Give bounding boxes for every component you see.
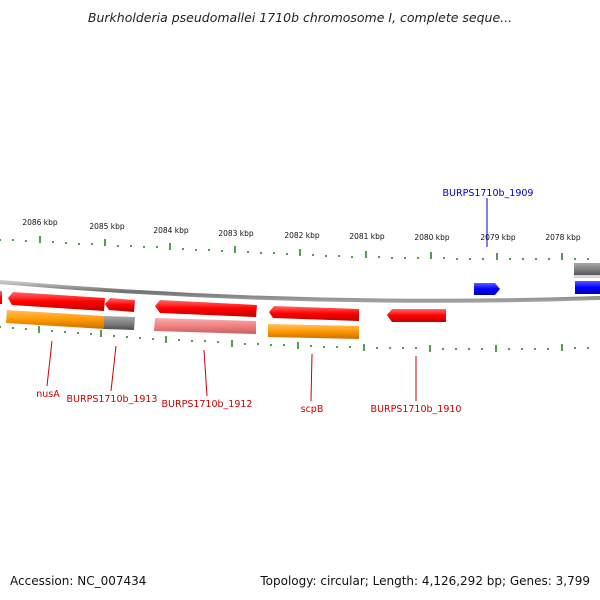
gene-burps1710b-1912[interactable] [155,300,257,317]
lower-tick-scale [0,326,589,352]
scale-label: 2086 kbp [22,218,58,227]
map-title: Burkholderia pseudomallei 1710b chromoso… [87,10,513,25]
gene-burps1710b-1910[interactable] [387,309,446,322]
label-leaders [46,198,488,402]
gene-burps1710b-1913[interactable] [105,298,135,312]
gene-label-burps1710b-1913[interactable]: BURPS1710b_1913 [67,394,158,405]
feature-orange-1[interactable] [6,310,104,329]
feature-gray-top-right[interactable] [574,263,600,276]
gene-label-nusA[interactable]: nusA [36,389,60,400]
scale-label: 2083 kbp [218,229,254,238]
feature-pink-1[interactable] [154,318,256,334]
gene-scpB[interactable] [269,306,359,321]
scale-label: 2084 kbp [153,226,189,235]
gene-label-scpB[interactable]: scpB [301,404,324,415]
topology-info-text: Topology: circular; Length: 4,126,292 bp… [260,574,590,588]
gene-label-burps1710b-1912[interactable]: BURPS1710b_1912 [162,399,253,410]
accession-text: Accession: NC_007434 [10,574,147,588]
scale-label: 2078 kbp [545,233,581,242]
gene-forward-right[interactable] [575,281,600,294]
feature-orange-2[interactable] [268,324,359,339]
scale-label: 2082 kbp [284,231,320,240]
gene-label-burps1710b-1910[interactable]: BURPS1710b_1910 [371,404,462,415]
scale-label: 2085 kbp [89,222,125,231]
gene-label-burps1710b-1909[interactable]: BURPS1710b_1909 [443,188,534,199]
scale-label: 2081 kbp [349,232,385,241]
scale-label: 2079 kbp [480,233,516,242]
gene-reverse-left-edge[interactable] [0,291,2,304]
feature-gray-1[interactable] [104,316,135,330]
scale-label: 2080 kbp [414,233,450,242]
gene-burps1710b-1909[interactable] [474,283,500,295]
chromosome-backbone [0,280,600,303]
feature-gray-top-right-shadow [574,275,600,278]
upper-tick-scale [0,236,589,260]
scale-labels: 2086 kbp 2085 kbp 2084 kbp 2083 kbp 2082… [22,218,581,242]
gene-nusA[interactable] [8,292,105,311]
